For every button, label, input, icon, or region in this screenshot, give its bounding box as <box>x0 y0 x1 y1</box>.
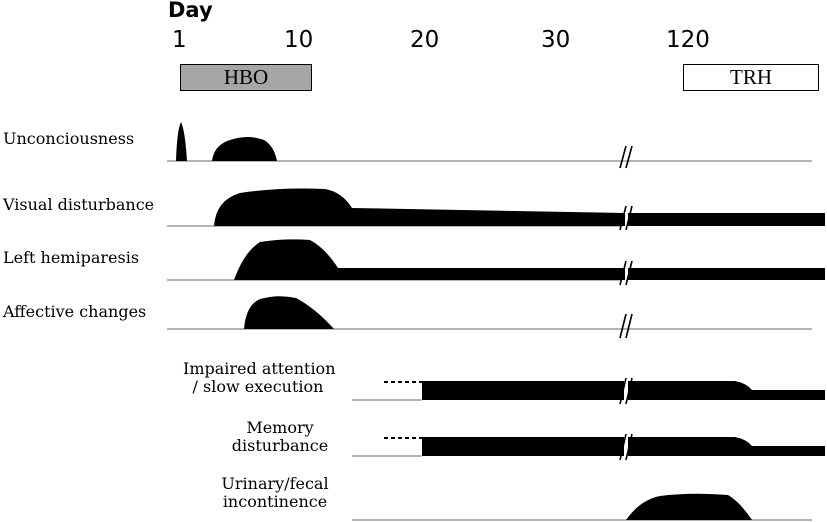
impaired-attention-bar <box>422 381 624 400</box>
unconsciousness-spike <box>176 122 187 161</box>
symptom-label-affective-changes: Affective changes <box>3 302 147 321</box>
affective-changes-course <box>244 296 334 329</box>
axis-break-mark <box>619 260 627 286</box>
tick-label-30: 30 <box>541 27 571 53</box>
left-hemiparesis-late-bar <box>628 268 825 280</box>
symptom-label-visual-disturbance: Visual disturbance <box>3 195 155 214</box>
symptom-label-incontinence: Urinary/fecal incontinence <box>215 474 335 512</box>
visual-disturbance-late-bar <box>628 213 825 226</box>
trh-label: TRH <box>730 65 772 89</box>
unconsciousness-episode <box>212 137 277 161</box>
symptom-label-memory-disturbance: Memory disturbance <box>225 418 335 456</box>
axis-break-mark <box>625 145 633 169</box>
memory-disturbance-bar <box>422 437 624 456</box>
label-line: Urinary/fecal <box>221 474 329 493</box>
symptom-label-left-hemiparesis: Left hemiparesis <box>3 248 140 267</box>
axis-break-mark <box>625 433 633 461</box>
axis-break-marks <box>619 145 633 461</box>
tick-label-1: 1 <box>172 27 187 53</box>
tick-label-10: 10 <box>284 27 314 53</box>
label-line: disturbance <box>231 436 329 456</box>
symptom-label-impaired-attention: Impaired attention / slow execution <box>183 359 336 397</box>
axis-break-mark <box>625 260 633 286</box>
symptom-label-unconciousness: Unconciousness <box>3 129 135 148</box>
axis-break-mark <box>625 313 633 339</box>
hbo-treatment-bar: HBO <box>180 64 312 91</box>
label-line: / slow execution <box>192 377 324 397</box>
axis-break-mark <box>625 377 633 405</box>
axis-title: Day <box>168 0 213 22</box>
axis-break-mark <box>619 145 627 169</box>
label-line: Impaired attention <box>183 359 336 378</box>
label-line: Memory <box>246 418 314 437</box>
incontinence-course <box>626 493 752 520</box>
impaired-attention-late-bar <box>628 381 825 400</box>
axis-break-mark <box>619 377 627 405</box>
tick-label-20: 20 <box>410 27 440 53</box>
trh-treatment-bar: TRH <box>683 64 819 91</box>
label-line: incontinence <box>222 492 328 512</box>
hbo-label: HBO <box>223 65 269 89</box>
tick-label-120: 120 <box>666 27 710 53</box>
axis-break-mark <box>619 433 627 461</box>
axis-break-mark <box>619 205 627 231</box>
memory-disturbance-late-bar <box>628 437 825 456</box>
axis-break-mark <box>619 313 627 339</box>
axis-break-mark <box>625 205 633 231</box>
left-hemiparesis-course <box>234 239 625 280</box>
visual-disturbance-course <box>214 188 625 226</box>
